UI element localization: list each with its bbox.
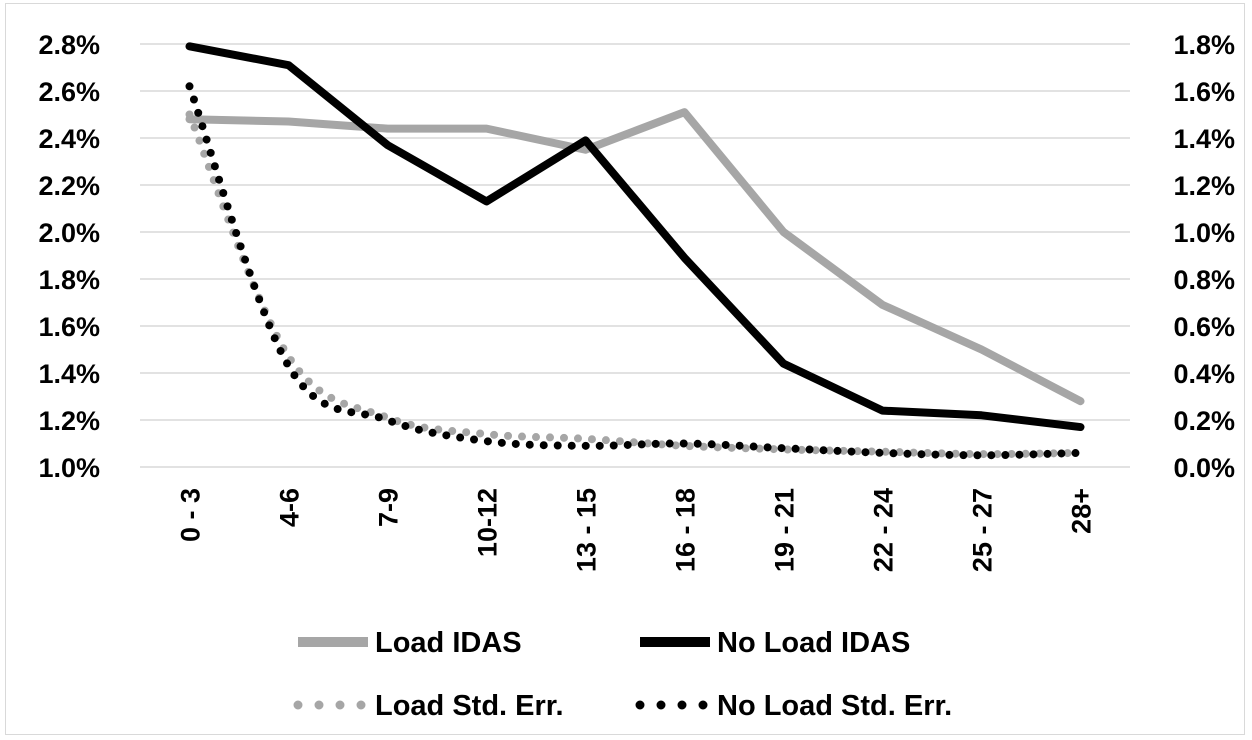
legend-item: Load IDAS [298, 627, 522, 659]
data-point [585, 445, 587, 447]
data-point [783, 447, 785, 449]
x-tick-label: 13 - 15 [572, 488, 602, 572]
y-left-tick-label: 1.0% [38, 453, 100, 483]
y-right-tick-label: 0.6% [1173, 312, 1235, 342]
data-point [684, 257, 686, 259]
x-tick-label: 19 - 21 [770, 488, 800, 572]
y-right-tick-label: 1.6% [1173, 77, 1235, 107]
y-left-tick-label: 2.2% [38, 171, 100, 201]
x-tick-label: 0 - 3 [176, 488, 206, 542]
data-point [189, 45, 191, 47]
data-point [585, 139, 587, 141]
data-point [486, 200, 488, 202]
y-axis-right: 0.0% 0.2% 0.4% 0.6% 0.8% 1.0% 1.2% 1.4% 1.6% 1.8% [1173, 30, 1235, 483]
data-point [981, 349, 983, 351]
legend-item: No Load Std. Err. [635, 690, 952, 722]
y-right-tick-label: 1.0% [1173, 218, 1235, 248]
data-point [486, 128, 488, 130]
data-point [387, 417, 389, 419]
y-left-tick-label: 1.8% [38, 265, 100, 295]
data-point [684, 443, 686, 445]
data-point [288, 121, 290, 123]
series-dotted-line [185, 82, 1085, 460]
legend-item: Load Std. Err. [293, 690, 564, 722]
data-point [387, 144, 389, 146]
series-layer [185, 42, 1085, 460]
data-point [783, 363, 785, 365]
y-right-tick-label: 0.2% [1173, 406, 1235, 436]
y-left-tick-label: 2.0% [38, 218, 100, 248]
data-point [882, 304, 884, 306]
series-line [185, 108, 1085, 406]
data-point [288, 356, 290, 358]
data-point [684, 111, 686, 113]
data-point [1080, 452, 1082, 454]
legend-label: Load Std. Err. [375, 690, 564, 722]
y-left-tick-label: 2.8% [38, 30, 100, 60]
data-point [783, 231, 785, 233]
data-point [288, 365, 290, 367]
y-left-tick-label: 2.6% [38, 77, 100, 107]
series-line [185, 42, 1085, 432]
data-point [882, 452, 884, 454]
y-axis-left: 1.0% 1.2% 1.4% 1.6% 1.8% 2.0% 2.2% 2.4% 2.6% 2.8% [38, 30, 100, 483]
data-point [486, 433, 488, 435]
x-tick-label: 22 - 24 [869, 488, 899, 572]
y-left-tick-label: 1.2% [38, 406, 100, 436]
data-point [189, 85, 191, 87]
legend-label: Load IDAS [375, 627, 522, 659]
data-point [189, 114, 191, 116]
y-right-tick-label: 1.4% [1173, 124, 1235, 154]
legend-label: No Load Std. Err. [717, 690, 952, 722]
data-point [1080, 400, 1082, 402]
legend: Load IDAS No Load IDAS Load Std. Err. No Lo… [293, 627, 952, 722]
y-left-tick-label: 1.6% [38, 312, 100, 342]
y-right-tick-label: 0.8% [1173, 265, 1235, 295]
y-right-tick-label: 0.4% [1173, 359, 1235, 389]
gridlines [140, 43, 1130, 468]
data-point [981, 414, 983, 416]
x-tick-label: 10-12 [473, 488, 503, 557]
data-point [981, 454, 983, 456]
x-axis: 0 - 3 4-6 7-9 10-12 13 - 15 16 - 18 19 - 21 22 … [176, 488, 1097, 572]
data-point [387, 419, 389, 421]
data-point [882, 410, 884, 412]
series-dotted-line [185, 110, 1085, 459]
x-tick-label: 4-6 [275, 488, 305, 527]
legend-item: No Load IDAS [640, 627, 910, 659]
y-right-tick-label: 1.8% [1173, 30, 1235, 60]
data-point [288, 64, 290, 66]
chart-frame [5, 3, 1245, 735]
data-point [387, 128, 389, 130]
data-point [1080, 426, 1082, 428]
data-point [486, 440, 488, 442]
x-tick-label: 16 - 18 [671, 488, 701, 572]
y-left-tick-label: 1.4% [38, 359, 100, 389]
x-tick-label: 7-9 [374, 488, 404, 527]
y-left-tick-label: 2.4% [38, 124, 100, 154]
data-point [585, 149, 587, 151]
y-right-tick-label: 0.0% [1173, 453, 1235, 483]
y-right-tick-label: 1.2% [1173, 171, 1235, 201]
data-point [585, 438, 587, 440]
x-tick-label: 25 - 27 [968, 488, 998, 572]
legend-label: No Load IDAS [717, 627, 910, 659]
x-tick-label: 28+ [1067, 488, 1097, 534]
